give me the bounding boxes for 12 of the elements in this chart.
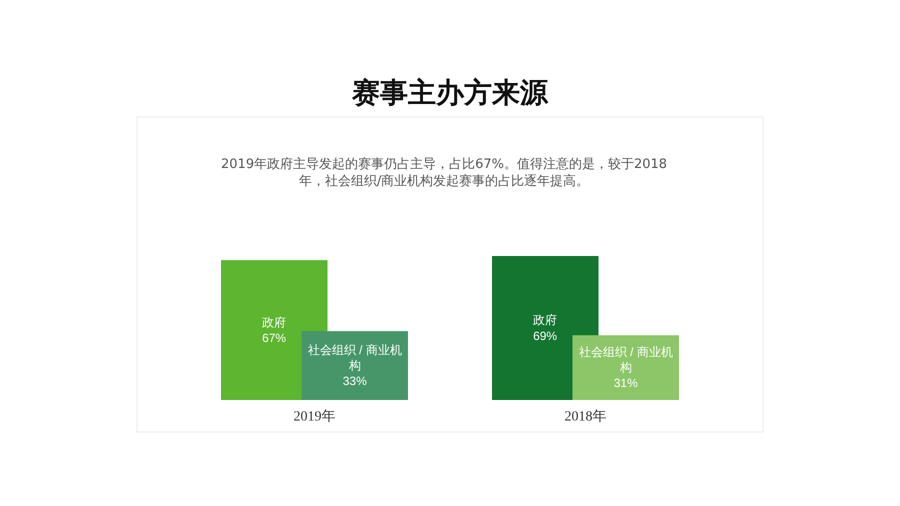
x-axis-title: 2019年 <box>294 408 336 424</box>
data-label: 33% <box>342 374 368 388</box>
text: 2019年政府主导发起的赛事仍占主导，占比67%。值得注意的是，较于2018年，社会组织/商业机构发起赛事的占比逐年提高。 <box>221 156 668 189</box>
x-tick-label: 政府 <box>533 313 558 328</box>
x-axis-title: 2018年 <box>564 408 606 424</box>
text: 赛事主办方来源 <box>351 76 549 109</box>
data-label: 31% <box>614 376 638 390</box>
data-label: 69% <box>533 328 558 343</box>
data-label: 67% <box>262 330 286 345</box>
x-tick-label: 社会组织 / 商业机构 <box>308 342 402 373</box>
x-tick-label: 社会组织 / 商业机构 <box>578 345 673 375</box>
x-tick-label: 政府 <box>262 315 286 330</box>
